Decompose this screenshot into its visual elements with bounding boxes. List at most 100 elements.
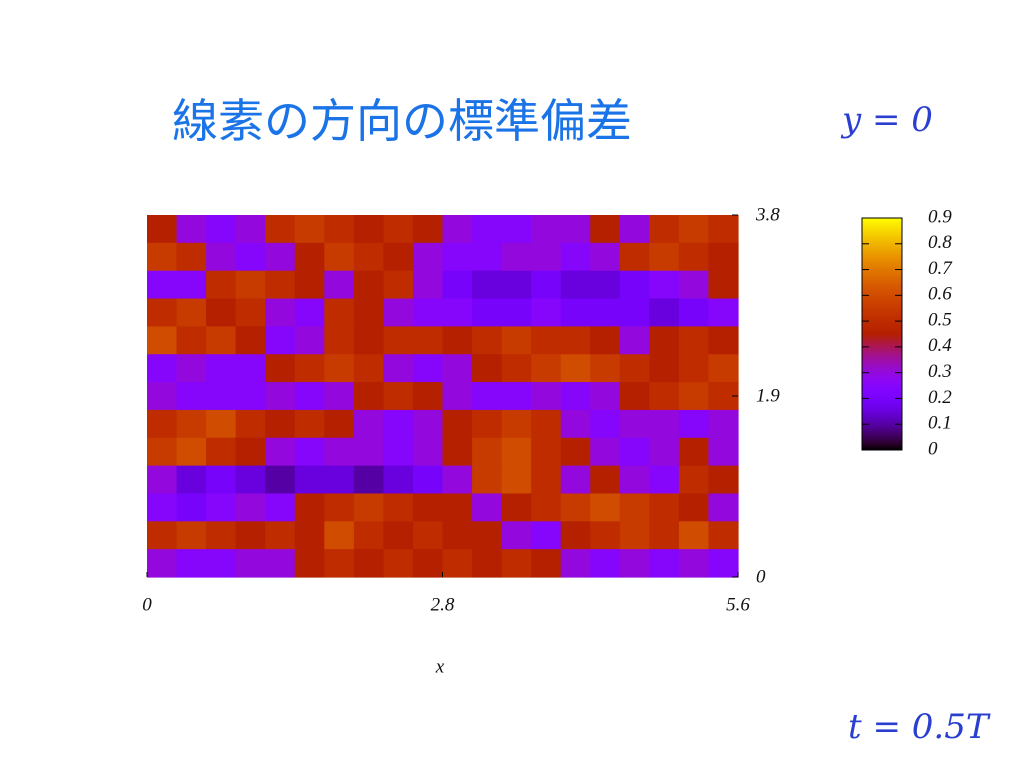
heatmap-cell [353,242,384,272]
heatmap-cell [531,549,562,578]
heatmap-cell [619,409,650,439]
colorbar-tick-label: 0.9 [928,206,952,227]
heatmap-cell [590,382,621,411]
heatmap-cell [353,298,384,327]
heatmap-cell [590,465,621,495]
heatmap-cell [206,382,237,411]
heatmap-cell [472,437,503,467]
heatmap-cell [560,549,591,578]
heatmap-cell [265,549,296,578]
heatmap-cell [531,270,562,300]
heatmap-cell [412,521,444,550]
heatmap-cell [324,326,355,355]
heatmap-cell [442,298,473,327]
heatmap-cell [383,437,414,467]
heatmap-cell [531,521,562,550]
heatmap-cell [206,326,237,355]
heatmap-cell [678,242,710,272]
heatmap [147,215,739,578]
heatmap-cell [265,270,296,300]
heatmap-cell [353,409,384,439]
heatmap-cell [649,493,680,522]
heatmap-cell [324,549,355,578]
x-tick-label: 5.6 [726,594,750,615]
heatmap-cell [412,437,444,467]
heatmap-cell [619,521,650,550]
heatmap-cell [265,437,296,467]
heatmap-cell [412,242,444,272]
heatmap-cell [649,354,680,383]
heatmap-cell [590,521,621,550]
heatmap-cell [147,493,178,522]
heatmap-cell [531,354,562,383]
heatmap-cell [324,270,355,300]
colorbar-tick-label: 0.4 [928,335,952,356]
heatmap-cell [678,549,710,578]
heatmap-cell [265,326,296,355]
heatmap-cell [472,242,503,272]
heatmap-cell [501,382,532,411]
heatmap-cell [147,354,178,383]
heatmap-cell [649,409,680,439]
heatmap-cell [531,326,562,355]
heatmap-cell [353,465,384,495]
heatmap-cell [501,270,532,300]
heatmap-cell [708,242,739,272]
heatmap-cell [560,493,591,522]
heatmap-cell [265,493,296,522]
heatmap-cell [265,409,296,439]
heatmap-cell [501,215,532,244]
heatmap-cell [442,215,473,244]
heatmap-cell [206,409,237,439]
heatmap-cell [235,521,266,550]
colorbar-tick-label: 0 [928,438,938,459]
heatmap-cell [708,215,739,244]
heatmap-cell [294,215,325,244]
heatmap-cell [353,493,384,522]
heatmap-cell [176,409,207,439]
heatmap-cell [324,521,355,550]
heatmap-cell [619,382,650,411]
heatmap-cell [353,354,384,383]
heatmap-cell [353,270,384,300]
heatmap-cell [560,382,591,411]
heatmap-cell [678,382,710,411]
heatmap-cell [147,215,178,244]
x-axis-label: x [435,656,445,677]
heatmap-cell [678,465,710,495]
heatmap-cell [206,242,237,272]
colorbar-tick-label: 0.8 [928,232,952,253]
heatmap-cell [619,215,650,244]
heatmap-cell [560,521,591,550]
heatmap-cell [294,437,325,467]
heatmap-cell [294,382,325,411]
heatmap-cell [176,242,207,272]
heatmap-cell [678,521,710,550]
heatmap-cell [176,437,207,467]
heatmap-cell [501,493,532,522]
heatmap-cell [501,298,532,327]
heatmap-cell [678,437,710,467]
heatmap-cell [590,298,621,327]
heatmap-cell [708,465,739,495]
heatmap-cell [147,521,178,550]
heatmap-cell [678,326,710,355]
heatmap-cell [412,465,444,495]
heatmap-cell [294,465,325,495]
heatmap-cell [501,465,532,495]
heatmap-cell [472,549,503,578]
heatmap-cell [442,242,473,272]
heatmap-cell [294,521,325,550]
heatmap-cell [678,270,710,300]
heatmap-cell [560,354,591,383]
heatmap-cell [265,298,296,327]
heatmap-cell [265,382,296,411]
heatmap-cell [353,521,384,550]
heatmap-cell [501,409,532,439]
heatmap-cell [412,549,444,578]
heatmap-cell [649,437,680,467]
heatmap-cell [206,298,237,327]
heatmap-cell [472,298,503,327]
heatmap-cell [235,326,266,355]
heatmap-cell [235,409,266,439]
